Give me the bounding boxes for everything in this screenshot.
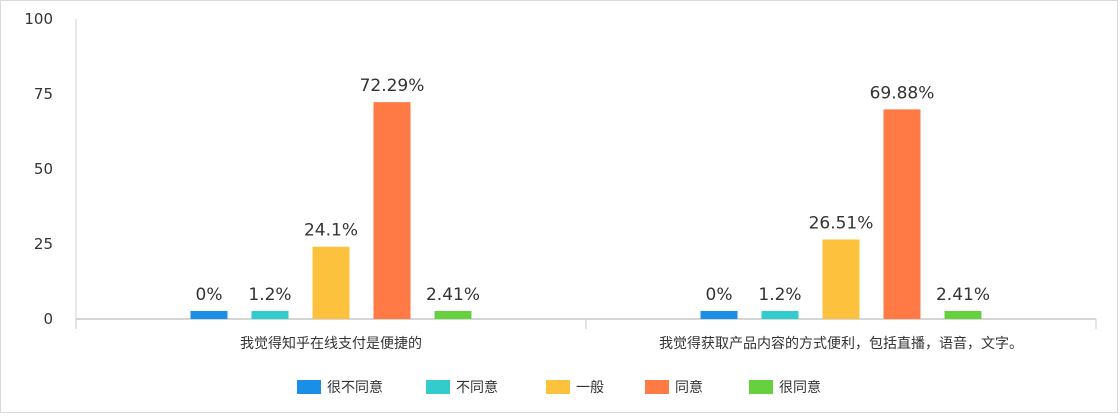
bar[interactable] <box>251 311 289 319</box>
legend-swatch <box>426 380 450 394</box>
data-label: 0% <box>706 285 733 305</box>
legend-label: 同意 <box>675 379 703 396</box>
data-label: 26.51% <box>809 213 874 233</box>
bar[interactable] <box>761 311 799 319</box>
data-label: 1.2% <box>758 285 801 305</box>
y-tick-label: 100 <box>24 10 53 28</box>
data-label: 1.2% <box>248 285 291 305</box>
data-label: 2.41% <box>426 285 480 305</box>
bar[interactable] <box>883 109 921 319</box>
bar[interactable] <box>944 311 982 319</box>
bar[interactable] <box>312 246 350 319</box>
bar[interactable] <box>373 102 411 319</box>
y-tick-label: 50 <box>34 160 53 178</box>
legend-label: 不同意 <box>456 379 498 396</box>
legend-swatch <box>546 380 570 394</box>
bar[interactable] <box>190 311 228 319</box>
legend-label: 很不同意 <box>327 379 383 396</box>
legend-label: 很同意 <box>779 379 821 396</box>
y-tick-label: 25 <box>34 235 53 253</box>
legend-label: 一般 <box>576 380 604 396</box>
bar[interactable] <box>700 311 738 319</box>
data-label: 69.88% <box>870 83 935 103</box>
data-label: 0% <box>196 285 223 305</box>
y-tick-label: 75 <box>34 85 53 103</box>
y-tick-label: 0 <box>43 310 53 328</box>
bar[interactable] <box>434 311 472 319</box>
legend-swatch <box>749 380 773 394</box>
x-category-label: 我觉得知乎在线支付是便捷的 <box>240 335 422 352</box>
bar[interactable] <box>822 239 860 319</box>
data-label: 24.1% <box>304 221 358 241</box>
legend-swatch <box>297 380 321 394</box>
legend-swatch <box>645 380 669 394</box>
x-category-label: 我觉得获取产品内容的方式便利，包括直播，语音，文字。 <box>659 335 1023 352</box>
data-label: 2.41% <box>936 285 990 305</box>
data-label: 72.29% <box>360 76 425 96</box>
